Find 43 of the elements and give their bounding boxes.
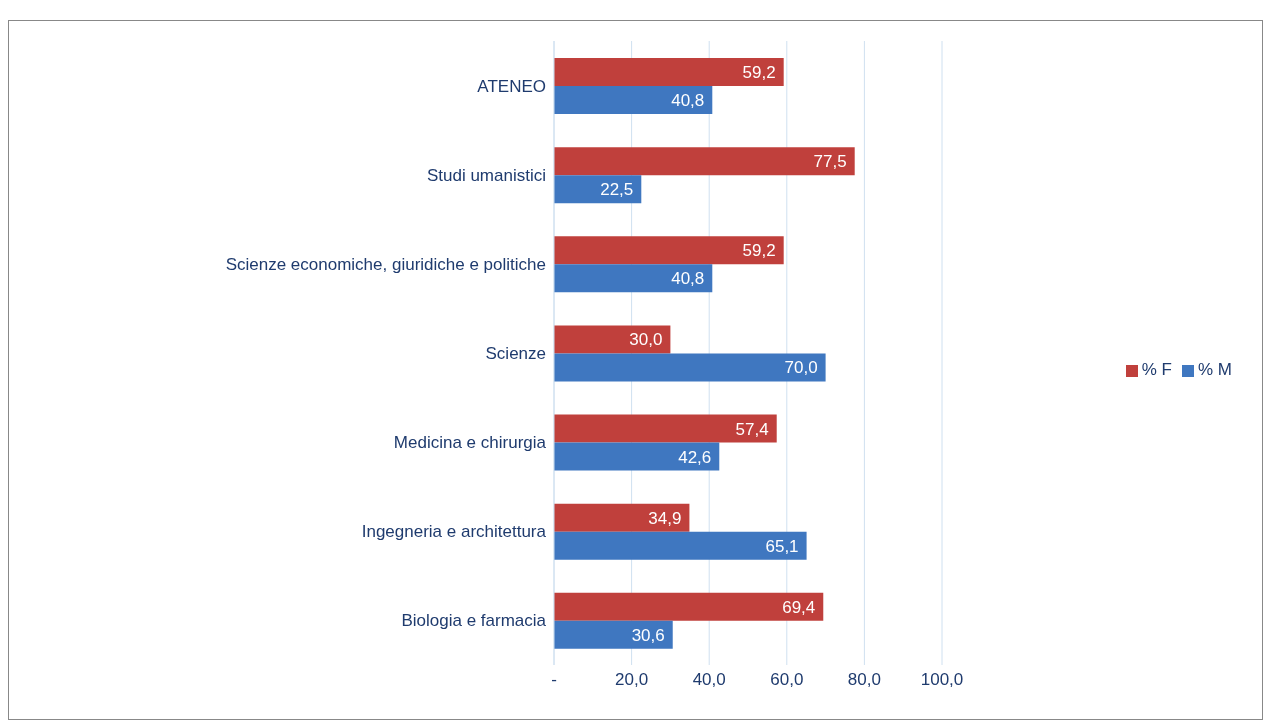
x-tick-label: 100,0 xyxy=(920,670,964,690)
y-tick-label: Studi umanistici xyxy=(426,165,546,185)
y-tick-label: Scienze xyxy=(485,344,546,364)
x-tick-label: 60,0 xyxy=(770,670,804,690)
x-tick-label: - xyxy=(551,670,557,690)
data-label: 59,2 xyxy=(742,241,776,261)
data-label: 42,6 xyxy=(678,447,712,467)
y-tick-label: Medicina e chirurgia xyxy=(393,433,547,453)
data-label: 77,5 xyxy=(813,152,847,172)
data-label: 40,8 xyxy=(671,91,705,110)
bar xyxy=(554,325,671,354)
bar xyxy=(554,353,826,382)
bar xyxy=(554,620,673,649)
y-tick-label: Ingegneria e architettura xyxy=(361,522,547,542)
x-tick-label: 40,0 xyxy=(692,670,726,690)
y-tick-label: Scienze economiche, giuridiche e politiche xyxy=(225,254,546,274)
data-label: 57,4 xyxy=(735,419,769,439)
bar xyxy=(554,503,690,532)
bar xyxy=(554,442,720,471)
bar xyxy=(554,86,713,114)
data-label: 34,9 xyxy=(648,508,682,528)
data-label: 22,5 xyxy=(600,180,634,200)
bar xyxy=(554,175,642,204)
y-tick-label: Biologia e farmacia xyxy=(401,611,547,631)
bar xyxy=(554,147,855,176)
bar xyxy=(554,264,713,293)
bar xyxy=(554,592,824,621)
data-label: 59,2 xyxy=(742,63,776,82)
bar xyxy=(554,58,784,86)
y-tick-label: ATENEO xyxy=(477,76,546,96)
x-tick-label: 20,0 xyxy=(615,670,649,690)
bar xyxy=(554,414,777,443)
data-label: 65,1 xyxy=(765,536,799,556)
data-label: 70,0 xyxy=(784,358,818,378)
bar xyxy=(554,531,807,560)
bar xyxy=(554,236,784,265)
legend-label: % F xyxy=(1141,360,1172,379)
x-tick-label: 80,0 xyxy=(847,670,881,690)
legend-label: % M xyxy=(1198,360,1232,379)
data-label: 30,0 xyxy=(629,330,663,350)
data-label: 30,6 xyxy=(631,625,665,645)
data-label: 69,4 xyxy=(782,597,816,617)
data-label: 40,8 xyxy=(671,269,705,289)
